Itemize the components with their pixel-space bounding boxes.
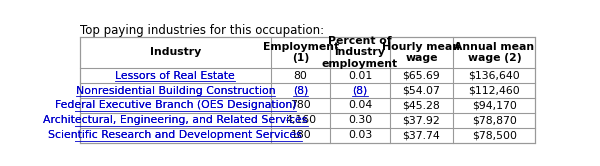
Text: 0.03: 0.03 (348, 130, 372, 140)
Text: 0.01: 0.01 (348, 71, 372, 81)
Text: Industry: Industry (150, 47, 201, 57)
Text: Percent of
industry
employment: Percent of industry employment (322, 36, 398, 69)
Text: (8): (8) (293, 86, 308, 96)
Text: $112,460: $112,460 (469, 86, 520, 96)
Text: Federal Executive Branch (OES Designation): Federal Executive Branch (OES Designatio… (55, 100, 296, 111)
Text: $78,870: $78,870 (472, 115, 517, 125)
Text: Top paying industries for this occupation:: Top paying industries for this occupatio… (80, 24, 324, 37)
Text: 180: 180 (290, 130, 311, 140)
Text: Nonresidential Building Construction: Nonresidential Building Construction (76, 86, 275, 96)
Text: Scientific Research and Development Services: Scientific Research and Development Serv… (49, 130, 302, 140)
Text: 0.04: 0.04 (348, 100, 372, 111)
Text: (8): (8) (352, 86, 368, 96)
Text: Architectural, Engineering, and Related Services: Architectural, Engineering, and Related … (43, 115, 308, 125)
Text: $45.28: $45.28 (403, 100, 440, 111)
Text: 0.30: 0.30 (348, 115, 372, 125)
Text: $65.69: $65.69 (403, 71, 440, 81)
Text: $54.07: $54.07 (403, 86, 440, 96)
Text: (8): (8) (352, 86, 368, 96)
Text: 780: 780 (290, 100, 311, 111)
Text: Federal Executive Branch (OES Designation): Federal Executive Branch (OES Designatio… (55, 100, 296, 111)
Text: Hourly mean
wage: Hourly mean wage (382, 42, 460, 63)
Text: Lessors of Real Estate: Lessors of Real Estate (115, 71, 235, 81)
Text: $78,500: $78,500 (472, 130, 517, 140)
Text: (8): (8) (293, 86, 308, 96)
Text: $136,640: $136,640 (469, 71, 520, 81)
Text: Annual mean
wage (2): Annual mean wage (2) (454, 42, 535, 63)
Text: $94,170: $94,170 (472, 100, 517, 111)
Text: Architectural, Engineering, and Related Services: Architectural, Engineering, and Related … (43, 115, 308, 125)
Text: $37.74: $37.74 (403, 130, 440, 140)
Text: 80: 80 (294, 71, 308, 81)
Text: Lessors of Real Estate: Lessors of Real Estate (115, 71, 235, 81)
Text: 4,160: 4,160 (285, 115, 316, 125)
Text: $37.92: $37.92 (403, 115, 440, 125)
Text: Employment
(1): Employment (1) (263, 42, 339, 63)
Text: Scientific Research and Development Services: Scientific Research and Development Serv… (49, 130, 302, 140)
Text: Nonresidential Building Construction: Nonresidential Building Construction (76, 86, 275, 96)
Bar (80, 37, 535, 143)
